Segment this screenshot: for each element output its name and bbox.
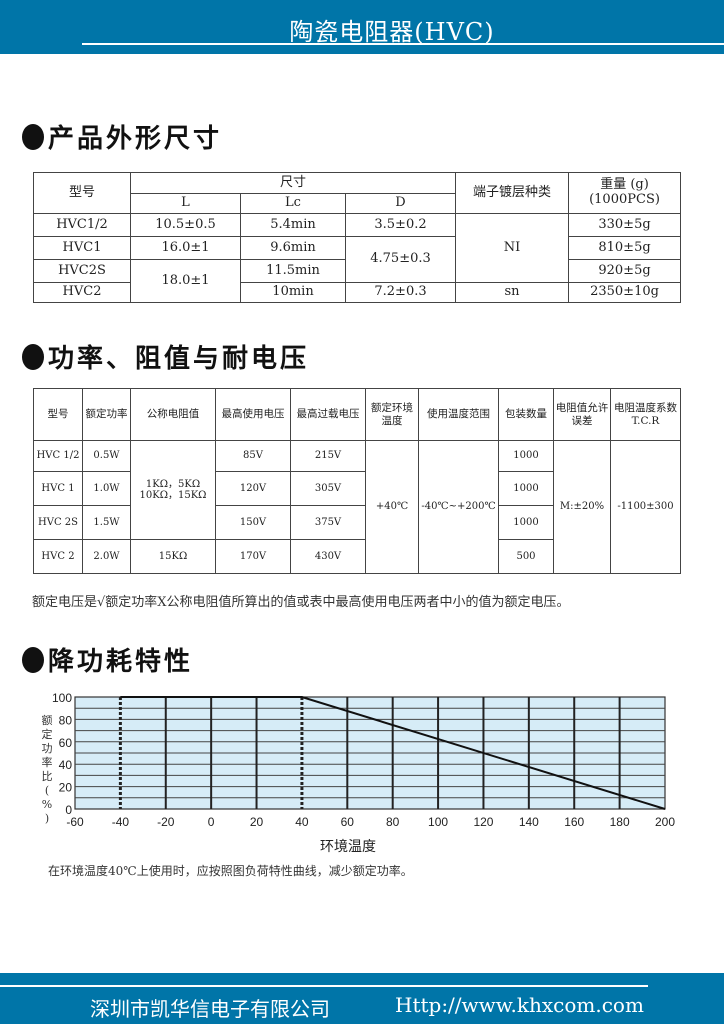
header-plating: 端子镀层种类 <box>455 172 570 214</box>
x-tick-label: 120 <box>473 815 493 829</box>
table-row: HVC 1/2 0.5W 1KΩ，5KΩ 10KΩ，15KΩ 85V 215V +40℃ -4… <box>33 440 681 574</box>
x-tick-label: 60 <box>341 815 355 829</box>
footer-divider <box>0 985 648 987</box>
header-divider <box>82 43 724 45</box>
y-tick-label: 80 <box>59 713 73 727</box>
derating-chart: -60 -40 -20 0 20 40 60 80 100 120 140 160 180 200 0 20 4… <box>52 691 675 829</box>
y-tick-label: 0 <box>65 803 72 817</box>
company-name: 深圳市凯华信电子有限公司 <box>90 997 330 1021</box>
y-tick-label: 40 <box>59 758 73 772</box>
section-label: 降功耗特性 <box>48 647 194 677</box>
x-tick-label: -60 <box>66 815 84 829</box>
y-tick-label: 100 <box>52 691 72 705</box>
x-tick-label: 160 <box>564 815 584 829</box>
section-title-dimensions: 产品外形尺寸 <box>22 118 222 155</box>
x-tick-label: 100 <box>428 815 448 829</box>
derating-curve <box>120 696 666 810</box>
resistance-merged: 1KΩ，5KΩ 10KΩ，15KΩ <box>130 440 216 540</box>
bullet-icon <box>22 123 44 150</box>
table-row: HVC 2S 1.5W 150V 375V 1000 <box>33 505 681 540</box>
header-tcr: 电阻温度系数 T.C.R <box>610 388 681 441</box>
header-size: 尺寸 <box>129 172 457 194</box>
header-Lc: Lc <box>240 193 346 214</box>
table-row: HVC 1 1.0W 120V 305V 1000 <box>33 471 681 506</box>
header-weight: 重量 (g) (1000PCS) <box>568 172 682 214</box>
header-resistance: 公称电阻值 <box>130 388 216 441</box>
header-D: D <box>344 193 457 214</box>
bullet-icon <box>22 646 44 673</box>
y-axis-label: 额定功率比(%) <box>41 714 53 825</box>
table-row: HVC1 16.0±1 9.6min 4.75±0.3 810±5g <box>33 236 682 283</box>
x-tick-label: -20 <box>157 815 175 829</box>
section-title-power: 功率、阻值与耐电压 <box>22 338 309 375</box>
header-max-voltage: 最高使用电压 <box>215 388 291 441</box>
power-table: 型号 额定功率 公称电阻值 最高使用电压 最高过载电压 额定环境温度 使用温度范… <box>33 388 681 574</box>
table-row: HVC1/2 10.5±0.5 5.4min 3.5±0.2 NI 330±5g <box>33 213 682 283</box>
header-model: 型号 <box>33 388 83 441</box>
table-row: HVC2 10min 7.2±0.3 sn 2350±10g <box>33 282 682 303</box>
header-model: 型号 <box>33 172 131 214</box>
section-label: 产品外形尺寸 <box>48 124 223 154</box>
x-tick-label: 140 <box>519 815 539 829</box>
x-tick-label: 180 <box>610 815 630 829</box>
x-axis-label: 环境温度 <box>320 839 376 855</box>
x-tick-label: 200 <box>655 815 675 829</box>
page-title: 陶瓷电阻器(HVC) <box>289 18 495 46</box>
header-overload-voltage: 最高过载电压 <box>290 388 366 441</box>
header-temp-range: 使用温度范围 <box>418 388 499 441</box>
x-tick-label: -40 <box>112 815 130 829</box>
header-tolerance: 电阻值允许误差 <box>553 388 611 441</box>
y-tick-label: 60 <box>59 736 73 750</box>
x-tick-label: 80 <box>386 815 400 829</box>
dimensions-table: 型号 尺寸 端子镀层种类 重量 (g) (1000PCS) L Lc D HVC1/2 10.… <box>33 172 682 303</box>
x-tick-label: 40 <box>295 815 309 829</box>
header-L: L <box>130 193 241 214</box>
x-tick-label: 0 <box>208 815 215 829</box>
y-tick-label: 20 <box>59 781 73 795</box>
header-bar: 陶瓷电阻器(HVC) <box>0 0 724 54</box>
website-link[interactable]: Http://www.khxcom.com <box>395 993 644 1017</box>
derating-note: 在环境温度40℃上使用时，应按照图负荷特性曲线，减少额定功率。 <box>48 864 413 878</box>
bullet-icon <box>22 343 44 370</box>
header-pack: 包装数量 <box>498 388 554 441</box>
section-label: 功率、阻值与耐电压 <box>48 344 310 374</box>
plating-ni: NI <box>455 213 570 283</box>
rated-voltage-note: 额定电压是√额定功率X公称电阻值所算出的值或表中最高使用电压两者中小的值为额定电… <box>32 595 570 610</box>
x-tick-label: 20 <box>250 815 264 829</box>
table-row: HVC2S 18.0±1 11.5min 920±5g <box>33 259 682 303</box>
footer-bar: 深圳市凯华信电子有限公司 Http://www.khxcom.com <box>0 973 724 1024</box>
table-row: HVC 2 2.0W 15KΩ 170V 430V 500 <box>33 539 681 574</box>
header-power: 额定功率 <box>82 388 131 441</box>
section-title-derating: 降功耗特性 <box>22 641 193 678</box>
header-ambient: 额定环境温度 <box>365 388 419 441</box>
